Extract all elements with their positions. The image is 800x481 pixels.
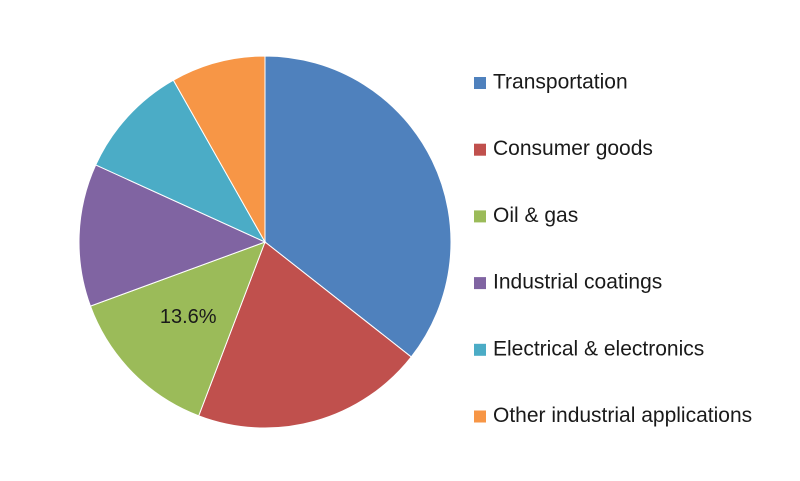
legend-label-industrial-coatings: Industrial coatings [493, 271, 662, 294]
pie-slice-transportation [264, 55, 452, 358]
legend-label-consumer-goods: Consumer goods [493, 137, 653, 160]
legend-item-transportation: Transportation [474, 71, 628, 94]
pie-slice-consumer-goods [198, 241, 412, 429]
pie-data-labels: 13.6% [160, 306, 217, 328]
legend-swatch-transportation [474, 77, 486, 89]
pie-slice-electrical-and-electronics [95, 79, 267, 244]
data-label-oil-and-gas: 13.6% [160, 306, 217, 328]
legend-label-oil-and-gas: Oil & gas [493, 204, 578, 227]
legend-swatch-oil-and-gas [474, 210, 486, 223]
legend-swatch-other-industrial-applications [474, 410, 486, 423]
legend-item-electrical-and-electronics: Electrical & electronics [474, 337, 704, 360]
pie-slices [78, 55, 452, 429]
legend-item-other-industrial-applications: Other industrial applications [474, 404, 752, 427]
legend-item-industrial-coatings: Industrial coatings [474, 271, 662, 294]
legend-swatch-industrial-coatings [474, 277, 486, 290]
legend-swatch-electrical-and-electronics [474, 343, 486, 356]
pie-slice-industrial-coatings [78, 164, 267, 307]
legend-label-transportation: Transportation [493, 71, 628, 94]
pie-slice-oil-and-gas [89, 241, 266, 417]
pie-slice-other-industrial-applications [172, 55, 266, 244]
legend-swatch-consumer-goods [474, 143, 486, 156]
legend-label-electrical-and-electronics: Electrical & electronics [493, 337, 704, 360]
legend-item-consumer-goods: Consumer goods [474, 137, 653, 160]
legend-label-other-industrial-applications: Other industrial applications [493, 404, 752, 427]
legend-item-oil-and-gas: Oil & gas [474, 204, 578, 227]
legend: Transportation Consumer goods Oil & gas Ind… [474, 71, 752, 427]
